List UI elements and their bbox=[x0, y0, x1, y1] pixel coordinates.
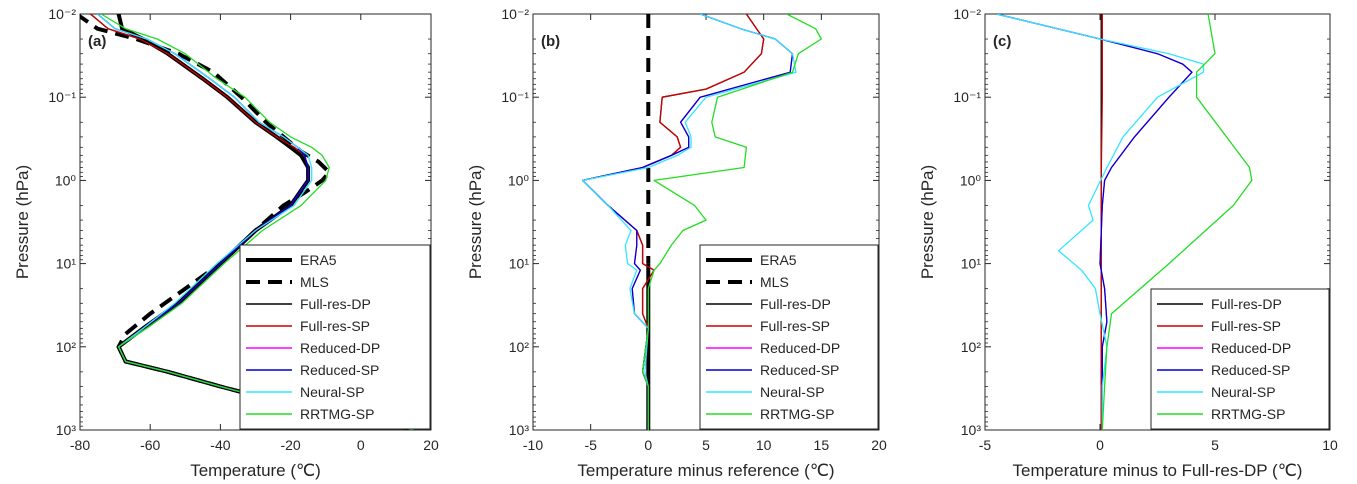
legend-box bbox=[239, 244, 431, 430]
x-tick-label: 10 bbox=[1322, 437, 1338, 453]
panel-b: 10⁻² 10⁻¹ 10⁰ 10¹ 10² 10³-10 -5 0 5 10 15 20 Tempera… bbox=[466, 6, 887, 480]
x-tick-label: -10 bbox=[523, 437, 543, 453]
legend-label-reduced-dp: Reduced-DP bbox=[300, 340, 380, 356]
x-tick-label: 15 bbox=[814, 437, 830, 453]
legend-label-reduced-dp: Reduced-DP bbox=[1211, 340, 1291, 356]
series-group bbox=[996, 14, 1253, 430]
y-axis-label: Pressure (hPa) bbox=[466, 165, 485, 279]
y-axis-label: Pressure (hPa) bbox=[13, 165, 32, 279]
panel-label: (c) bbox=[993, 33, 1011, 50]
legend-label-rrtmg-sp: RRTMG-SP bbox=[760, 406, 834, 422]
legend-label-full-res-dp: Full-res-DP bbox=[1211, 296, 1282, 312]
series-line-rrtmg-sp bbox=[100, 14, 414, 430]
x-tick-label: -20 bbox=[280, 437, 300, 453]
legend-label-reduced-sp: Reduced-SP bbox=[760, 362, 839, 378]
y-tick-label: 10² bbox=[961, 339, 982, 355]
legend-label-reduced-dp: Reduced-DP bbox=[760, 340, 840, 356]
x-tick-label: -40 bbox=[210, 437, 230, 453]
legend-label-neural-sp: Neural-SP bbox=[1211, 384, 1276, 400]
y-tick-label: 10⁰ bbox=[508, 172, 530, 188]
y-tick-label: 10³ bbox=[509, 422, 530, 438]
legend-label-rrtmg-sp: RRTMG-SP bbox=[300, 406, 374, 422]
legend-label-mls: MLS bbox=[760, 274, 789, 290]
legend-label-reduced-sp: Reduced-SP bbox=[300, 362, 379, 378]
legend: Full-res-DP Full-res-SP Reduced-DP Reduced-… bbox=[1150, 288, 1330, 430]
legend-label-mls: MLS bbox=[300, 274, 329, 290]
legend-label-rrtmg-sp: RRTMG-SP bbox=[1211, 406, 1285, 422]
y-tick-label: 10⁻² bbox=[953, 6, 981, 22]
series-line-neural-sp bbox=[996, 14, 1205, 430]
x-tick-label: -5 bbox=[584, 437, 597, 453]
series-line-rrtmg-sp bbox=[1101, 14, 1253, 430]
legend-box bbox=[699, 244, 879, 430]
y-tick-label: 10³ bbox=[56, 422, 77, 438]
legend-box bbox=[1150, 288, 1330, 430]
x-tick-label: 20 bbox=[871, 437, 887, 453]
x-tick-label: 0 bbox=[357, 437, 365, 453]
y-tick-label: 10¹ bbox=[509, 256, 530, 272]
y-tick-label: 10⁻² bbox=[501, 6, 529, 22]
y-tick-label: 10¹ bbox=[56, 256, 77, 272]
y-axis-label: Pressure (hPa) bbox=[918, 165, 937, 279]
legend-label-full-res-sp: Full-res-SP bbox=[300, 318, 370, 334]
x-tick-label: 20 bbox=[423, 437, 439, 453]
y-tick-label: 10⁻² bbox=[48, 6, 76, 22]
series-line-rrtmg-sp bbox=[641, 14, 822, 430]
y-tick-label: 10² bbox=[56, 339, 77, 355]
legend: ERA5 MLS Full-res-DP Full-res-SP Reduced-DP R… bbox=[239, 244, 431, 430]
legend-label-neural-sp: Neural-SP bbox=[760, 384, 825, 400]
x-axis-label: Temperature (℃) bbox=[190, 461, 321, 480]
legend-label-full-res-dp: Full-res-DP bbox=[760, 296, 831, 312]
x-tick-label: 0 bbox=[1096, 437, 1104, 453]
y-tick-label: 10¹ bbox=[961, 256, 982, 272]
y-tick-label: 10² bbox=[509, 339, 530, 355]
x-tick-label: 10 bbox=[756, 437, 772, 453]
y-tick-label: 10⁰ bbox=[55, 172, 77, 188]
series-line-mls bbox=[80, 14, 414, 430]
legend-label-era5: ERA5 bbox=[760, 252, 797, 268]
legend-label-full-res-sp: Full-res-SP bbox=[1211, 318, 1281, 334]
x-tick-label: -80 bbox=[70, 437, 90, 453]
x-tick-label: -60 bbox=[140, 437, 160, 453]
legend-label-reduced-sp: Reduced-SP bbox=[1211, 362, 1290, 378]
panel-label: (b) bbox=[541, 33, 560, 50]
panel-a: 10⁻² 10⁻¹ 10⁰ 10¹ 10² 10³-80 -60 -40 -20 0 20 Tempe… bbox=[13, 6, 439, 480]
y-tick-label: 10⁻¹ bbox=[48, 89, 76, 105]
legend-label-full-res-dp: Full-res-DP bbox=[300, 296, 371, 312]
y-tick-label: 10³ bbox=[961, 422, 982, 438]
x-tick-label: 5 bbox=[1211, 437, 1219, 453]
x-axis-label: Temperature minus reference (℃) bbox=[577, 461, 834, 480]
legend-label-neural-sp: Neural-SP bbox=[300, 384, 365, 400]
series-group bbox=[80, 14, 414, 430]
legend: ERA5 MLS Full-res-DP Full-res-SP Reduced-DP R… bbox=[699, 244, 879, 430]
panel-c: 10⁻² 10⁻¹ 10⁰ 10¹ 10² 10³-5 0 5 10 Temperature mi… bbox=[918, 6, 1338, 480]
x-tick-label: 5 bbox=[702, 437, 710, 453]
series-group bbox=[581, 14, 822, 430]
legend-label-full-res-sp: Full-res-SP bbox=[760, 318, 830, 334]
y-tick-label: 10⁻¹ bbox=[501, 89, 529, 105]
x-tick-label: 0 bbox=[644, 437, 652, 453]
legend-label-era5: ERA5 bbox=[300, 252, 337, 268]
y-tick-label: 10⁰ bbox=[960, 172, 982, 188]
y-tick-label: 10⁻¹ bbox=[953, 89, 981, 105]
x-axis-label: Temperature minus to Full-res-DP (℃) bbox=[1013, 461, 1303, 480]
x-tick-label: -5 bbox=[979, 437, 992, 453]
panel-label: (a) bbox=[88, 33, 106, 50]
